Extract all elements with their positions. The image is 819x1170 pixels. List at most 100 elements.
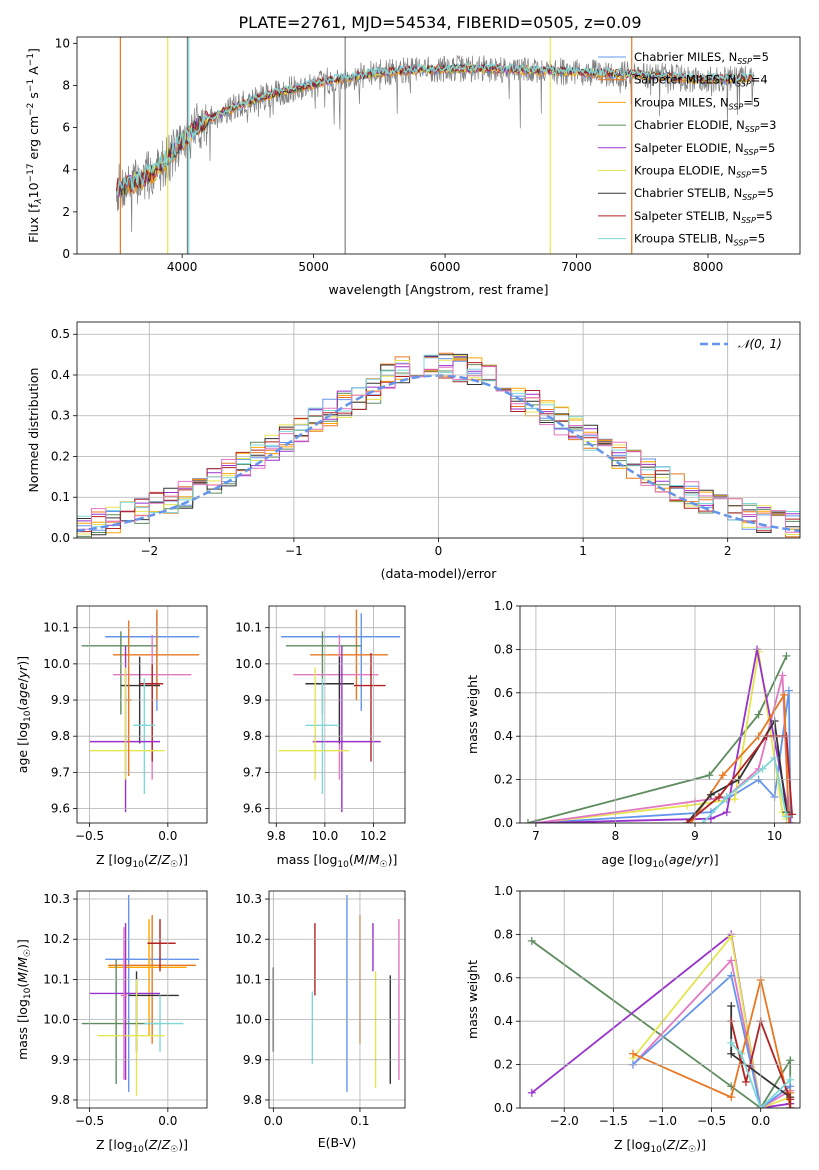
weight-marker: [722, 792, 731, 801]
x-tick-label: 6000: [430, 260, 461, 274]
weight-marker: [727, 956, 736, 965]
y-tick-label: 9.9: [243, 693, 262, 707]
y-tick-label: 10.3: [235, 892, 262, 906]
weight-marker: [727, 1093, 736, 1102]
weight-marker: [718, 771, 727, 780]
y-tick-label: 1.0: [494, 599, 513, 613]
y-tick-label: 0.4: [494, 729, 513, 743]
y-tick-label: 10.2: [235, 932, 262, 946]
legend-entry-kroupa_stelib: Kroupa STELIB, NSSP=5: [634, 232, 765, 248]
plot-area: [115, 37, 755, 254]
model-spectrum-kroupa_stelib: [115, 61, 755, 195]
weight-marker: [778, 671, 787, 680]
age-vs-metallicity-panel: −0.5 0.0 9.6 9.7 9.8 9.9 10.0 10.1 Z [log10(Z/Z☉…: [15, 605, 208, 870]
error-point: [81, 631, 157, 715]
legend-entry-salpeter_stelib: Salpeter STELIB, NSSP=5: [634, 209, 773, 225]
x-tick-label: −2.0: [550, 1114, 579, 1128]
y-tick-label: 1.0: [494, 884, 513, 898]
x-tick-label: 9.8: [267, 829, 286, 843]
weight-marker: [705, 771, 714, 780]
error-point: [278, 667, 350, 780]
weight-marker: [782, 651, 791, 660]
x-tick-label: 9: [691, 829, 699, 843]
plot-area: [523, 645, 797, 823]
weight-marker: [698, 819, 707, 823]
y-tick-label: 10.0: [43, 1013, 70, 1027]
x-axis-label: wavelength [Angstrom, rest frame]: [328, 282, 548, 297]
x-tick-label: 1: [579, 544, 587, 558]
y-tick-label: 10.3: [43, 892, 70, 906]
y-tick-label: 0.0: [51, 531, 70, 545]
weight-marker: [727, 1049, 736, 1058]
weight-line-kroupa_stelib: [730, 1042, 791, 1108]
weight-line-kroupa_elodie: [632, 934, 791, 1108]
weight-marker: [780, 690, 789, 699]
x-tick-label: 10: [767, 829, 782, 843]
mass-vs-metallicity-panel: −0.5 0.0 9.8 9.9 10.0 10.1 10.2 10.3 Z [log10(Z/…: [15, 890, 208, 1155]
y-tick-label: 9.8: [243, 729, 262, 743]
error-point: [139, 663, 164, 762]
x-tick-label: 0.0: [158, 1114, 177, 1128]
axes-frame: [519, 890, 801, 1109]
weight-marker: [714, 792, 723, 801]
y-tick-label: 6: [62, 121, 70, 135]
axes-frame: [76, 890, 208, 1109]
y-tick-label: 10.0: [235, 1013, 262, 1027]
weight-line-kroupa_elodie: [535, 651, 788, 823]
weight-marker: [784, 819, 793, 823]
y-tick-label: 0.0: [494, 1101, 513, 1115]
plot-area: [278, 609, 401, 813]
x-axis-label: mass [log10(M/M☉)]: [277, 852, 398, 870]
weight-marker: [683, 819, 692, 823]
y-axis-label: mass weight: [465, 960, 480, 1039]
plot-area: [527, 930, 795, 1108]
x-tick-label: −0.5: [75, 829, 104, 843]
y-tick-label: 10.2: [43, 932, 70, 946]
x-tick-label: −1.0: [648, 1114, 677, 1128]
y-tick-label: 10.1: [43, 972, 70, 986]
x-tick-label: 7: [532, 829, 540, 843]
axes-frame: [76, 605, 208, 824]
legend-entry-chabrier_elodie: Chabrier ELODIE, NSSP=3: [634, 118, 776, 134]
weight-marker: [727, 1002, 736, 1011]
legend-entry-salpeter_miles: Salpeter MILES, NSSP=4: [634, 73, 768, 89]
weight-marker: [727, 971, 736, 980]
y-tick-label: 9.7: [243, 765, 262, 779]
y-tick-label: 0.1: [51, 490, 70, 504]
error-point: [354, 653, 386, 762]
x-axis-label: Z [log10(Z/Z☉)]: [96, 1137, 188, 1155]
x-tick-label: 7000: [561, 260, 592, 274]
y-tick-label: 0.5: [51, 327, 70, 341]
weight-marker: [758, 764, 767, 773]
x-tick-label: −2: [140, 544, 158, 558]
x-tick-label: 5000: [298, 260, 329, 274]
y-tick-label: 9.6: [243, 802, 262, 816]
x-tick-label: −1.5: [599, 1114, 628, 1128]
axes-frame: [76, 36, 801, 255]
x-tick-label: 8000: [693, 260, 724, 274]
y-axis-label: Normed distribution: [26, 368, 41, 493]
error-point: [281, 613, 401, 711]
y-tick-label: 0.6: [494, 686, 513, 700]
x-tick-label: 0: [435, 544, 443, 558]
legend-entry-normal: 𝒩(0, 1): [738, 337, 782, 351]
y-tick-label: 9.7: [51, 765, 70, 779]
weight-marker: [782, 812, 791, 821]
error-point: [97, 979, 165, 1096]
y-tick-label: 0.2: [494, 1058, 513, 1072]
y-tick-label: 10.1: [43, 621, 70, 635]
weight-marker: [523, 819, 532, 823]
weight-marker: [730, 795, 739, 804]
weight-marker: [786, 819, 795, 823]
x-tick-label: 4000: [167, 260, 198, 274]
y-tick-label: 10.0: [235, 657, 262, 671]
y-tick-label: 0.6: [494, 971, 513, 985]
y-tick-label: 9.8: [51, 1093, 70, 1107]
y-axis-label: Flux [fλ10−17 erg cm−2 s−1 A−1]: [26, 48, 44, 243]
x-tick-label: −0.5: [75, 1114, 104, 1128]
x-tick-label: 8: [612, 829, 620, 843]
error-point: [120, 927, 128, 1080]
figure-title: PLATE=2761, MJD=54534, FIBERID=0505, z=0…: [238, 13, 641, 32]
weight-marker: [722, 808, 731, 817]
weight-marker: [741, 1077, 750, 1086]
